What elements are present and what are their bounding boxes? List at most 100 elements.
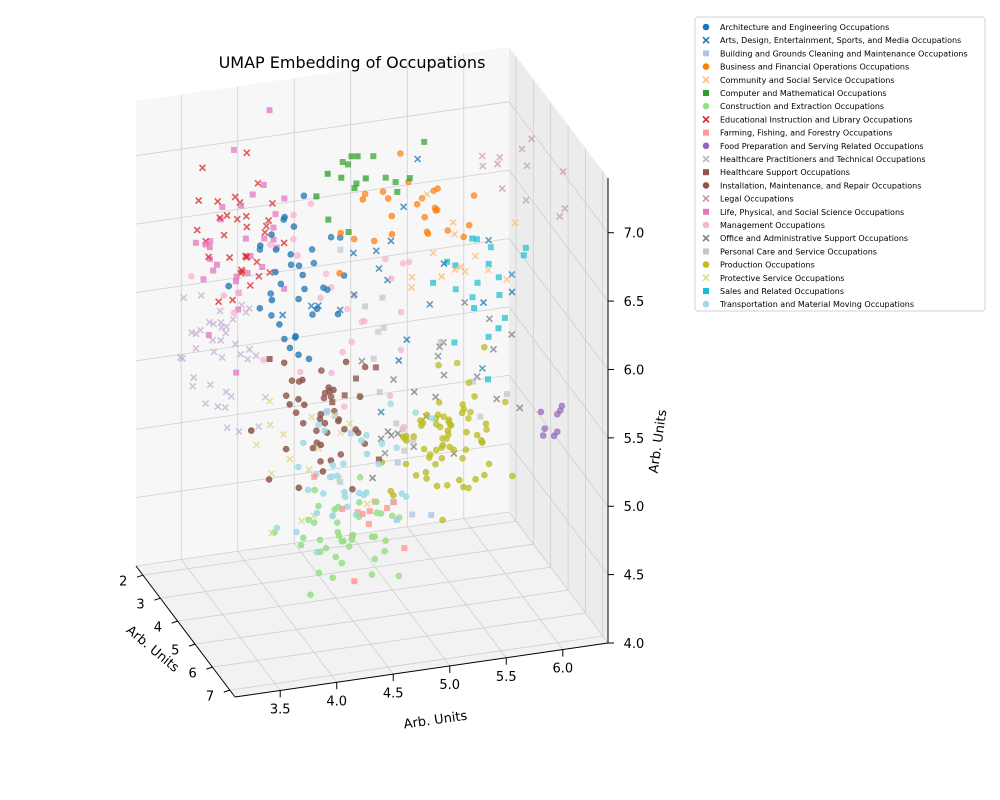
- scatter-point: [290, 223, 298, 230]
- scatter-point: [388, 230, 396, 238]
- scatter-point: [299, 271, 307, 279]
- scatter-point: [252, 352, 260, 360]
- scatter-point: [522, 244, 529, 251]
- scatter-point: [467, 408, 474, 416]
- scatter-point: [434, 411, 442, 419]
- scatter-point: [550, 432, 558, 440]
- scatter-point: [443, 481, 451, 489]
- scatter-point: [226, 253, 234, 262]
- scatter-point: [259, 264, 266, 270]
- legend-marker: [703, 208, 709, 215]
- scatter-point: [351, 578, 358, 585]
- scatter-point: [242, 253, 250, 261]
- scatter-point: [355, 513, 363, 521]
- scatter-point: [440, 371, 448, 379]
- scatter-point: [333, 519, 341, 527]
- scatter-point: [252, 441, 261, 449]
- scatter-point: [225, 282, 232, 290]
- scatter-point: [348, 536, 356, 544]
- scatter-point: [451, 265, 459, 273]
- scatter-point: [384, 505, 391, 512]
- scatter-point: [392, 179, 399, 186]
- legend-label: Business and Financial Operations Occupa…: [720, 63, 909, 72]
- scatter-point: [356, 473, 364, 481]
- legend-entry: Personal Care and Service Occupations: [703, 247, 877, 256]
- grid-line-z-right: [508, 169, 609, 302]
- scatter-point: [208, 336, 217, 344]
- x-tick-label-mark: [206, 666, 213, 670]
- scatter-point: [430, 279, 437, 286]
- scatter-point: [496, 292, 503, 298]
- scatter-point: [444, 427, 452, 434]
- scatter-point: [281, 195, 288, 202]
- scatter-point: [317, 458, 324, 465]
- legend-label: Installation, Maintenance, and Repair Oc…: [720, 181, 921, 190]
- z-axis-label: Arb. Units: [647, 409, 671, 475]
- scatter-point: [493, 395, 501, 403]
- scatter-point: [295, 484, 303, 492]
- scatter-point: [471, 252, 479, 260]
- scatter-point: [267, 290, 275, 297]
- x-tick-label: 4: [154, 620, 162, 635]
- scatter-point: [485, 315, 494, 323]
- y-axis-label: Arb. Units: [403, 709, 469, 733]
- scatter-point: [422, 468, 430, 476]
- scatter-point: [270, 236, 277, 243]
- scatter-point: [474, 279, 481, 286]
- scatter-point: [202, 241, 209, 248]
- scatter-point: [345, 229, 352, 235]
- scatter-point: [210, 320, 218, 328]
- legend-label: Computer and Mathematical Occupations: [720, 89, 887, 98]
- scatter-point: [323, 286, 331, 294]
- x-tick-label-mark: [188, 643, 196, 647]
- scatter-point: [503, 275, 511, 283]
- scatter-point: [485, 333, 492, 340]
- scatter-point: [277, 280, 285, 288]
- grid-line-y-floor: [350, 534, 451, 667]
- scatter-point: [413, 201, 421, 208]
- y-tick-label: 5.0: [439, 678, 460, 693]
- scatter-point: [412, 409, 420, 416]
- legend-marker: [702, 274, 710, 282]
- y-tick-label: 3.5: [270, 703, 291, 718]
- scatter-point: [281, 285, 288, 292]
- scatter-point: [237, 350, 245, 358]
- legend-label: Arts, Design, Entertainment, Sports, and…: [720, 36, 961, 45]
- scatter-point: [265, 216, 273, 225]
- scatter-point: [393, 517, 400, 523]
- scatter-point: [324, 408, 331, 415]
- scatter-point: [337, 229, 345, 237]
- scatter-point: [249, 191, 256, 198]
- scatter-point: [320, 394, 328, 402]
- scatter-point: [440, 413, 448, 421]
- legend-entry: Architecture and Engineering Occupations: [702, 23, 889, 32]
- scatter-point: [410, 388, 418, 396]
- scatter-point: [222, 388, 230, 396]
- scatter-point: [355, 499, 363, 506]
- scatter-point: [363, 489, 370, 497]
- legend-box: [694, 16, 986, 312]
- scatter-point: [483, 426, 490, 433]
- scatter-point: [478, 438, 486, 446]
- legend-label: Building and Grounds Cleaning and Mainte…: [720, 49, 968, 58]
- scatter-point: [330, 411, 338, 419]
- scatter-point: [268, 296, 276, 304]
- scatter-point: [317, 410, 325, 418]
- scatter-point: [280, 359, 288, 367]
- scatter-point: [268, 312, 275, 319]
- grid-line-z-right: [508, 306, 609, 439]
- scatter-point: [341, 392, 348, 399]
- scatter-point: [244, 355, 252, 363]
- scatter-point: [387, 275, 395, 282]
- scatter-point: [375, 265, 383, 273]
- scatter-point: [445, 418, 453, 426]
- scatter-point: [373, 498, 380, 506]
- z-tick-label: 4.5: [624, 569, 645, 584]
- scatter-point: [480, 343, 488, 351]
- scatter-point: [197, 291, 205, 299]
- scatter-point: [556, 212, 564, 220]
- legend-marker: [702, 221, 710, 229]
- scatter-point: [478, 152, 486, 160]
- grid-line-z-left: [135, 169, 510, 225]
- floor-pane: [136, 512, 608, 697]
